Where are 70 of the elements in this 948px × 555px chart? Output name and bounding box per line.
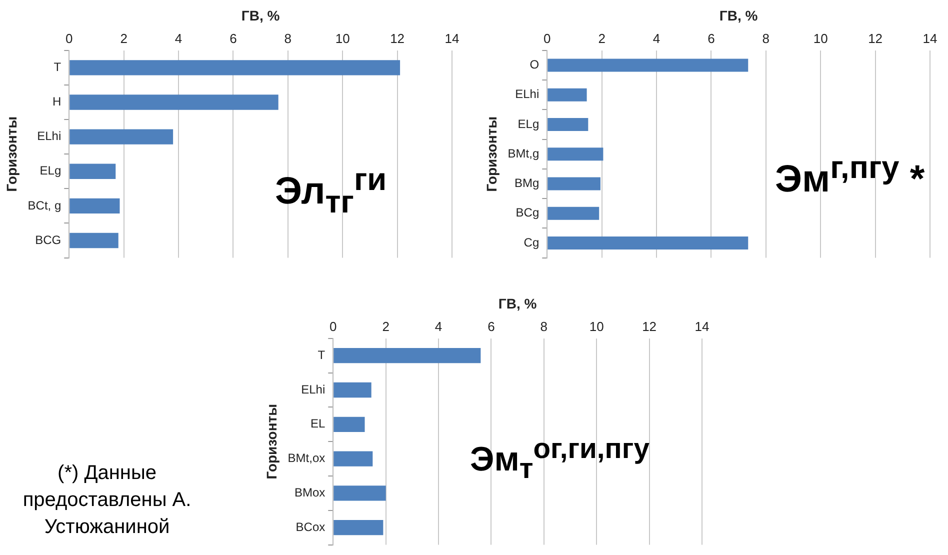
y-tick-label: ELhi [37, 129, 62, 144]
x-tick-label: 14 [694, 319, 710, 334]
x-axis-title: ГВ, % [241, 7, 280, 24]
bar [70, 129, 174, 144]
x-tick-label: 2 [382, 319, 390, 334]
bar [548, 148, 604, 161]
x-tick-label: 10 [589, 319, 604, 334]
bar [70, 94, 278, 110]
x-tick-label: 8 [284, 31, 292, 46]
x-tick-label: 4 [652, 31, 660, 46]
y-tick-label: T [54, 60, 62, 74]
bar [334, 382, 372, 398]
y-tick-label: EL [310, 416, 326, 431]
x-tick-label: 4 [174, 31, 182, 46]
bar [70, 232, 118, 248]
bar [334, 520, 384, 536]
bar [334, 451, 373, 466]
x-tick-label: 4 [434, 319, 442, 334]
x-tick-label: 0 [66, 31, 73, 46]
x-tick-label: 14 [922, 31, 938, 46]
x-tick-label: 8 [540, 319, 548, 334]
x-tick-label: 10 [813, 31, 828, 46]
bar [334, 348, 481, 364]
x-axis-title: ГВ, % [498, 295, 538, 312]
y-tick-label: O [530, 58, 540, 72]
text: (*) Данные предоставлены А. Устюжаниной [22, 461, 192, 540]
x-tick-label: 10 [335, 31, 350, 46]
bar [548, 58, 748, 72]
x-tick-label: 8 [762, 31, 770, 46]
y-tick-label: BMt,g [508, 146, 540, 160]
bar [334, 486, 386, 501]
y-tick-label: Cg [524, 235, 540, 250]
y-tick-label: BMt,ox [288, 451, 326, 466]
y-tick-label: BCG [35, 232, 62, 247]
y-tick-label: BMox [294, 486, 326, 500]
y-axis-title: Горизонты [3, 116, 20, 192]
y-tick-label: ELg [518, 116, 540, 131]
bar [548, 118, 588, 131]
bar [548, 206, 600, 220]
x-tick-label: 12 [390, 31, 405, 46]
x-tick-label: 6 [230, 31, 237, 46]
y-tick-label: ELhi [301, 382, 326, 396]
bar [548, 88, 587, 102]
bar [548, 177, 600, 190]
annotation: Эм$^{г,пгу}$ * [775, 148, 925, 203]
bar [548, 236, 748, 250]
y-tick-label: BCox [296, 520, 326, 534]
x-tick-label: 0 [330, 319, 337, 334]
y-tick-label: BCt, g [28, 198, 62, 212]
y-tick-label: BMg [514, 176, 540, 190]
y-axis-title: Горизонты [263, 404, 280, 480]
bar [70, 198, 120, 214]
y-tick-label: H [52, 94, 62, 109]
y-tick-label: ELg [40, 164, 62, 178]
x-tick-label: 14 [444, 31, 460, 46]
x-tick-label: 12 [642, 319, 657, 334]
y-tick-label: BCg [516, 206, 540, 220]
x-tick-label: 0 [544, 31, 551, 46]
x-tick-label: 12 [868, 31, 883, 46]
bar [70, 164, 116, 179]
y-axis-title: Горизонты [483, 116, 500, 192]
y-tick-label: T [318, 348, 326, 362]
x-axis-title: ГВ, % [719, 7, 758, 24]
x-tick-label: 6 [488, 319, 495, 334]
bar [334, 416, 365, 432]
x-tick-label: 6 [708, 31, 715, 46]
y-tick-label: ELhi [515, 87, 540, 102]
x-tick-label: 2 [120, 31, 128, 46]
bar [70, 60, 400, 76]
x-tick-label: 2 [598, 31, 606, 46]
